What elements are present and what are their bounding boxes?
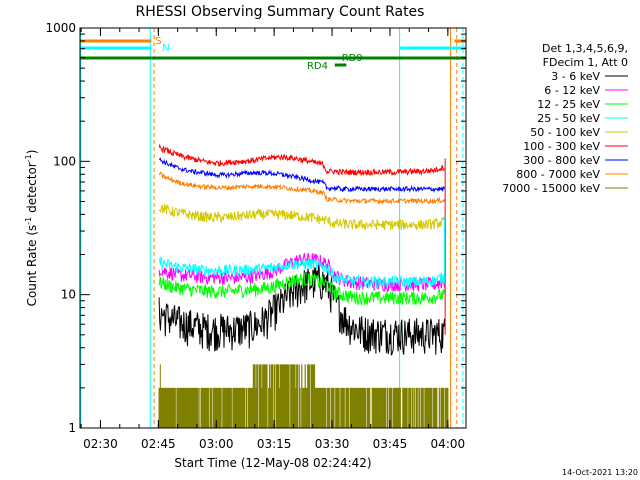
legend-entry-label: 50 - 100 keV (530, 126, 600, 139)
state-flag-label: S (155, 36, 161, 47)
footer-timestamp: 14-Oct-2021 13:20 (562, 468, 638, 477)
state-flag-label: RD9 (342, 53, 363, 64)
x-axis-label: Start Time (12-May-08 02:24:42) (174, 456, 371, 470)
series-line (158, 171, 446, 206)
series-line (158, 264, 446, 356)
legend-entry-label: 12 - 25 keV (537, 98, 600, 111)
x-tick-label: 02:45 (141, 437, 176, 451)
legend-entry-label: 100 - 300 keV (523, 140, 600, 153)
series-line (158, 272, 446, 306)
x-tick-label: 03:45 (373, 437, 408, 451)
x-tick-label: 03:00 (199, 437, 234, 451)
y-axis-label-sup2: -1 (24, 154, 33, 162)
series-line (158, 143, 446, 177)
y-tick-label: 1 (68, 421, 76, 435)
plot-frame (79, 27, 467, 429)
series-line (158, 256, 446, 290)
y-tick-label: 10 (61, 288, 76, 302)
x-tick-label: 03:15 (257, 437, 292, 451)
y-axis-label-part2: detector (25, 162, 39, 217)
series-line (158, 157, 446, 194)
legend: Det 1,3,4,5,6,9, FDecim 1, Att 0 3 - 6 k… (502, 42, 628, 195)
y-axis-label-sup1: -1 (24, 217, 33, 225)
legend-entry-label: 25 - 50 keV (537, 112, 600, 125)
y-axis-label-part1: Count Rate (s (25, 225, 39, 307)
state-flag-label: RD4 (307, 61, 328, 72)
x-tick-label: 03:30 (315, 437, 350, 451)
legend-header-line-1: Det 1,3,4,5,6,9, (542, 42, 628, 55)
y-axis-label-part3: ) (25, 150, 39, 155)
legend-entry-label: 800 - 7000 keV (516, 168, 600, 181)
state-flag-label: N (162, 43, 169, 54)
legend-entry-label: 300 - 800 keV (523, 154, 600, 167)
legend-entry-label: 6 - 12 keV (544, 84, 600, 97)
legend-entry-label: 7000 - 15000 keV (502, 182, 600, 195)
plot-area: SN RD9 RD4 (80, 28, 466, 428)
y-tick-label: 1000 (45, 21, 76, 35)
chart-title: RHESSI Observing Summary Count Rates (136, 4, 425, 20)
x-tick-label: 04:00 (431, 437, 466, 451)
y-axis-label: Count Rate (s-1 detector-1) (24, 150, 39, 307)
legend-header-line-2: FDecim 1, Att 0 (543, 56, 628, 69)
series-line (158, 203, 446, 231)
x-tick-label: 02:30 (83, 437, 118, 451)
y-tick-label: 100 (53, 154, 76, 168)
legend-entry-label: 3 - 6 keV (551, 70, 600, 83)
